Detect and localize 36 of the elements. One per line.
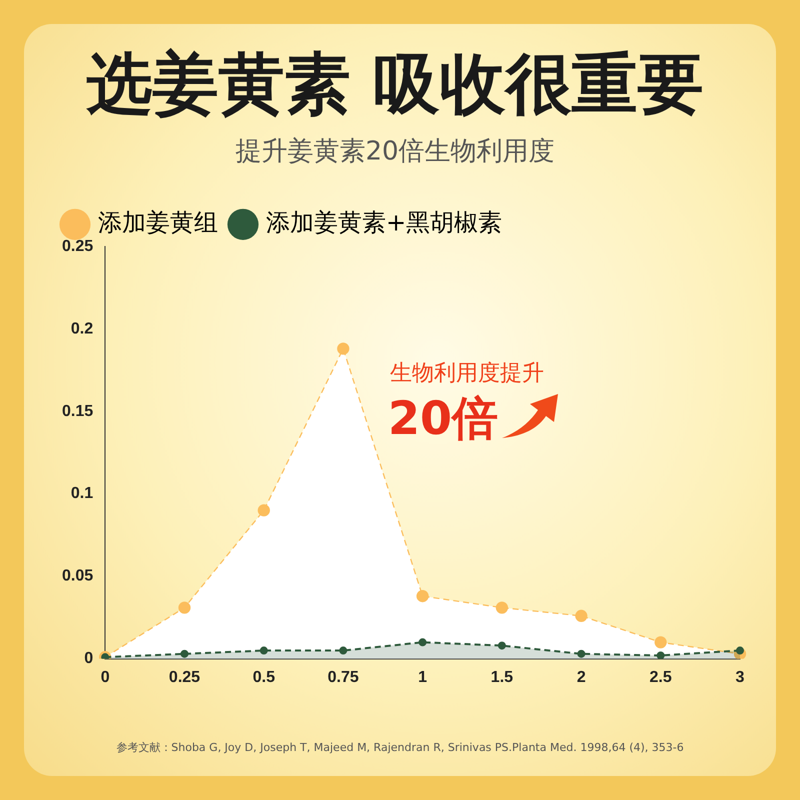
x-tick-label: 3 bbox=[736, 668, 745, 686]
chart-subtitle: 提升姜黄素20倍生物利用度 bbox=[235, 136, 555, 167]
x-tick-label: 2.5 bbox=[650, 668, 672, 686]
y-tick-label: 0.15 bbox=[62, 402, 94, 420]
x-tick-label: 0.5 bbox=[252, 668, 276, 686]
x-tick-label: 1 bbox=[418, 668, 428, 686]
point bbox=[498, 642, 506, 650]
legend-label: 添加姜黄组 bbox=[98, 208, 218, 237]
legend-label: 添加姜黄素+黑胡椒素 bbox=[266, 208, 502, 237]
point bbox=[178, 602, 191, 614]
point bbox=[260, 646, 268, 655]
point bbox=[258, 504, 270, 516]
point bbox=[654, 636, 667, 648]
x-tick-label: 0.25 bbox=[168, 668, 200, 686]
y-tick-label: 0.1 bbox=[70, 485, 94, 502]
annotation: 20倍 bbox=[388, 390, 498, 447]
point bbox=[418, 638, 427, 646]
point bbox=[656, 652, 665, 659]
point bbox=[180, 650, 188, 658]
text: 参考文献：Shoba G, Joy D, Joseph T, Majeed M, Rajendran R, Srinivas PS.Planta Med. 1998,64 (4), 353-6 bbox=[116, 740, 684, 755]
x-tick-label: 0 bbox=[100, 668, 110, 686]
chart-title: 选姜黄素 吸收很重要 bbox=[86, 46, 704, 123]
x-tick-label: 2 bbox=[576, 668, 586, 686]
point bbox=[496, 602, 508, 614]
point bbox=[337, 342, 350, 355]
point bbox=[575, 610, 588, 622]
x-tick-label: 0.75 bbox=[328, 668, 359, 686]
point bbox=[339, 646, 348, 655]
y-tick-label: 0 bbox=[84, 650, 94, 668]
point bbox=[416, 590, 429, 602]
point bbox=[577, 650, 586, 658]
x-tick-label: 1.5 bbox=[490, 668, 514, 686]
annotation: 生物利用度提升 bbox=[390, 360, 544, 388]
y-tick-label: 0.2 bbox=[70, 320, 94, 338]
y-tick-label: 0.05 bbox=[62, 568, 94, 585]
y-tick-label: 0.25 bbox=[62, 238, 94, 255]
